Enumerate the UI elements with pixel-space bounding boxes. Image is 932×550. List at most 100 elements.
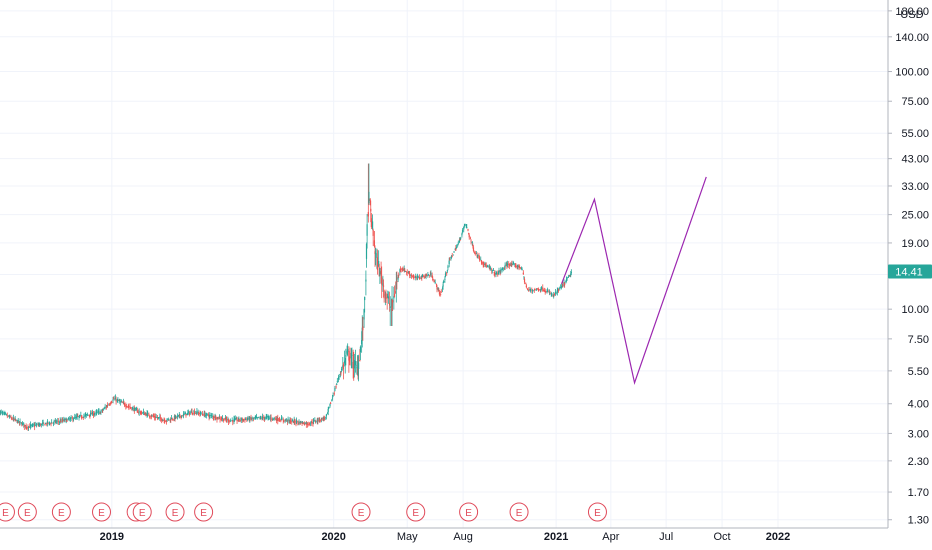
- candle-body: [156, 417, 159, 419]
- candle-body: [409, 273, 411, 276]
- candle-body: [477, 254, 479, 257]
- earnings-marker[interactable]: E: [459, 502, 479, 522]
- candle-body: [464, 223, 466, 225]
- earnings-marker[interactable]: E: [509, 502, 529, 522]
- candle-body: [217, 416, 219, 419]
- earnings-marker-label: E: [98, 508, 105, 519]
- candle-body: [10, 416, 12, 418]
- candle-body: [397, 277, 399, 280]
- candle-body: [25, 425, 27, 428]
- candle-body: [163, 419, 165, 421]
- candle-body: [544, 290, 546, 293]
- candle-body: [429, 275, 431, 277]
- candle-body: [285, 420, 287, 422]
- candle-body: [384, 294, 386, 296]
- candle-body: [23, 423, 25, 425]
- earnings-markers[interactable]: EEEEEEEEEEEEE: [0, 502, 607, 522]
- candle-body: [461, 229, 464, 233]
- candle-body: [444, 278, 446, 280]
- candle-body: [79, 414, 81, 418]
- earnings-marker[interactable]: E: [0, 502, 15, 522]
- candle-body: [342, 365, 344, 369]
- candle-body: [313, 420, 315, 423]
- candle-body: [78, 416, 80, 418]
- candle-body: [89, 412, 92, 416]
- candle-body: [335, 386, 337, 388]
- candle-body: [199, 412, 202, 415]
- candle-body: [476, 254, 478, 257]
- price-candles: [0, 163, 572, 431]
- candle-body: [189, 412, 191, 414]
- earnings-marker[interactable]: E: [132, 502, 152, 522]
- candle-body: [430, 272, 432, 276]
- candle-body: [399, 268, 402, 270]
- candle-body: [54, 420, 56, 422]
- candle-body: [187, 412, 189, 414]
- candle-body: [561, 286, 563, 288]
- candle-body: [382, 283, 384, 287]
- candle-body: [539, 289, 541, 291]
- candle-body: [431, 275, 433, 278]
- candle-body: [176, 416, 178, 418]
- candle-body: [406, 272, 408, 274]
- candle-body: [253, 417, 255, 419]
- candle-body: [433, 281, 436, 282]
- candle-body: [354, 361, 357, 366]
- candle-body: [296, 420, 298, 423]
- candle-body: [438, 291, 441, 295]
- earnings-marker[interactable]: E: [587, 502, 607, 522]
- earnings-marker[interactable]: E: [17, 502, 37, 522]
- candle-body: [137, 412, 140, 413]
- candle-body: [551, 293, 553, 295]
- candle-body: [450, 256, 452, 259]
- candle-body: [172, 418, 174, 420]
- candle-body: [297, 421, 299, 423]
- price-tick-label: 180.00: [895, 6, 929, 18]
- candle-body: [93, 413, 95, 416]
- candle-body: [531, 290, 534, 292]
- candle-body: [446, 272, 448, 274]
- earnings-marker[interactable]: E: [165, 502, 185, 522]
- candle-body: [506, 263, 509, 266]
- candle-body: [297, 422, 300, 424]
- candle-body: [174, 416, 176, 420]
- candle-body: [141, 412, 143, 414]
- candle-body: [376, 257, 379, 270]
- candle-body: [536, 288, 538, 290]
- candle-body: [167, 419, 169, 420]
- earnings-marker[interactable]: E: [406, 502, 426, 522]
- earnings-marker[interactable]: E: [194, 502, 214, 522]
- earnings-marker-label: E: [2, 508, 9, 519]
- candle-body: [379, 267, 381, 276]
- candle-body: [272, 417, 274, 419]
- earnings-marker-label: E: [200, 508, 207, 519]
- candle-body: [355, 364, 357, 366]
- candle-body: [251, 418, 253, 420]
- candle-body: [223, 418, 225, 422]
- candle-body: [525, 285, 527, 288]
- candle-body: [247, 417, 249, 420]
- candle-body: [518, 266, 520, 268]
- candle-body: [195, 412, 197, 414]
- candle-body: [184, 412, 186, 415]
- earnings-marker[interactable]: E: [51, 502, 71, 522]
- time-axis[interactable]: 2019 2020 May Aug 2021 Apr Jul Oct 2022: [0, 527, 888, 543]
- candle-body: [162, 420, 164, 421]
- candle-body: [444, 273, 447, 277]
- candle-body: [212, 416, 214, 418]
- candle-body: [165, 420, 168, 422]
- earnings-marker[interactable]: E: [351, 502, 371, 522]
- candle-body: [24, 425, 27, 427]
- candle-body: [134, 407, 136, 411]
- candle-body: [467, 229, 469, 231]
- candle-body: [1, 411, 4, 414]
- candle-body: [257, 416, 259, 418]
- candle-body: [20, 422, 22, 424]
- candle-body: [223, 419, 225, 421]
- candle-body: [317, 420, 319, 422]
- candle-body: [186, 413, 188, 415]
- earnings-marker[interactable]: E: [92, 502, 112, 522]
- candle-body: [425, 275, 427, 277]
- earnings-marker-label: E: [412, 508, 419, 519]
